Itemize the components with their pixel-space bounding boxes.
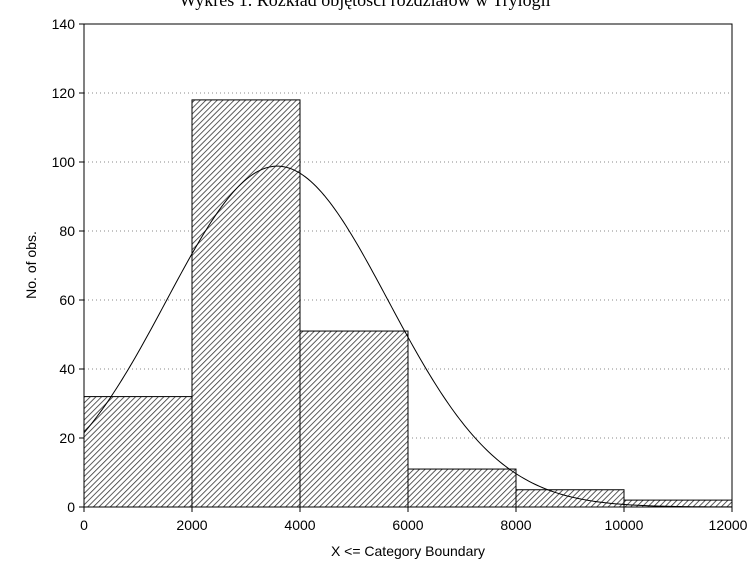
y-tick-label: 100 (52, 154, 76, 170)
y-axis-label: No. of obs. (23, 231, 39, 299)
y-tick-label: 120 (52, 85, 76, 101)
y-tick-label: 40 (59, 361, 75, 377)
bars (83, 99, 733, 508)
histogram-bar (191, 99, 301, 508)
y-axis-ticks: 0 20 40 60 80 100 120 140 (52, 16, 84, 515)
histogram-bar (515, 489, 625, 508)
histogram-bar (83, 396, 193, 508)
x-tick-label: 4000 (284, 517, 315, 533)
y-tick-label: 20 (59, 430, 75, 446)
x-tick-label: 10000 (605, 517, 644, 533)
normal-curve (83, 165, 733, 508)
x-axis-ticks: 0 2000 4000 6000 8000 10000 12000 (80, 507, 748, 533)
y-tick-label: 140 (52, 16, 76, 32)
histogram-bar (299, 330, 409, 508)
x-tick-label: 2000 (176, 517, 207, 533)
x-axis-label: X <= Category Boundary (331, 543, 485, 559)
x-tick-label: 6000 (392, 517, 423, 533)
y-tick-label: 60 (59, 292, 75, 308)
x-tick-label: 12000 (709, 517, 748, 533)
histogram-bar (407, 468, 517, 508)
y-tick-label: 80 (59, 223, 75, 239)
x-tick-label: 0 (80, 517, 88, 533)
chart-title: Wykres 1. Rozkład objętości rozdziałów w… (179, 0, 550, 10)
x-tick-label: 8000 (500, 517, 531, 533)
histogram-bar (623, 499, 733, 508)
y-tick-label: 0 (67, 499, 75, 515)
